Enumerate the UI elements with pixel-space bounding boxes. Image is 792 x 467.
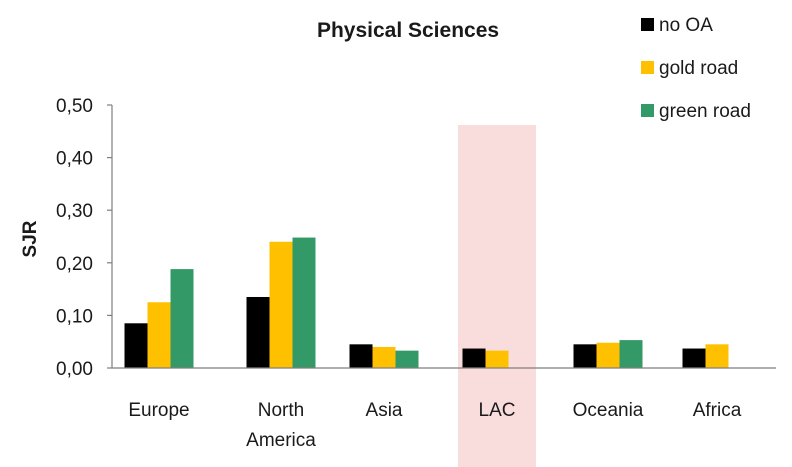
bar-no-OA-europe <box>124 323 148 368</box>
y-tick-label: 0,50 <box>56 96 93 117</box>
x-tick-label: Europe <box>128 400 189 421</box>
bar-no-OA-africa <box>682 348 706 368</box>
y-tick-label: 0,00 <box>56 359 93 380</box>
y-tick-label: 0,10 <box>56 306 93 327</box>
bar-green-road-europe <box>170 269 194 368</box>
legend-label: gold road <box>659 58 738 79</box>
x-tick-label: LAC <box>479 400 516 421</box>
x-tick-label: Asia <box>366 400 403 421</box>
bar-no-OA-asia <box>349 344 373 368</box>
legend-swatch <box>641 104 654 117</box>
legend-label: green road <box>659 101 751 122</box>
bar-no-OA-lac <box>462 348 486 368</box>
y-tick-label: 0,40 <box>56 149 93 170</box>
bar-gold-road-asia <box>372 346 396 368</box>
highlight-band-lac <box>458 125 536 467</box>
bar-gold-road-europe <box>147 302 171 368</box>
x-tick-label: Africa <box>693 400 742 421</box>
y-axis-label: SJR <box>20 220 41 257</box>
bar-gold-road-north-america <box>269 241 293 368</box>
x-tick-label: North America <box>246 400 316 451</box>
y-tick-label: 0,30 <box>56 201 93 222</box>
y-tick-label: 0,20 <box>56 254 93 275</box>
bar-green-road-north-america <box>292 237 316 368</box>
legend-swatch <box>641 61 654 74</box>
bar-gold-road-africa <box>705 344 729 368</box>
bar-gold-road-lac <box>485 350 509 368</box>
legend-label: no OA <box>659 15 713 36</box>
x-tick-label: Oceania <box>573 400 644 421</box>
bar-green-road-asia <box>395 350 419 368</box>
bar-gold-road-oceania <box>596 342 620 368</box>
bar-no-OA-oceania <box>573 344 597 368</box>
bar-green-road-oceania <box>619 340 643 368</box>
legend-swatch <box>641 18 654 31</box>
bar-no-OA-north-america <box>246 296 270 368</box>
chart-title: Physical Sciences <box>317 19 499 42</box>
